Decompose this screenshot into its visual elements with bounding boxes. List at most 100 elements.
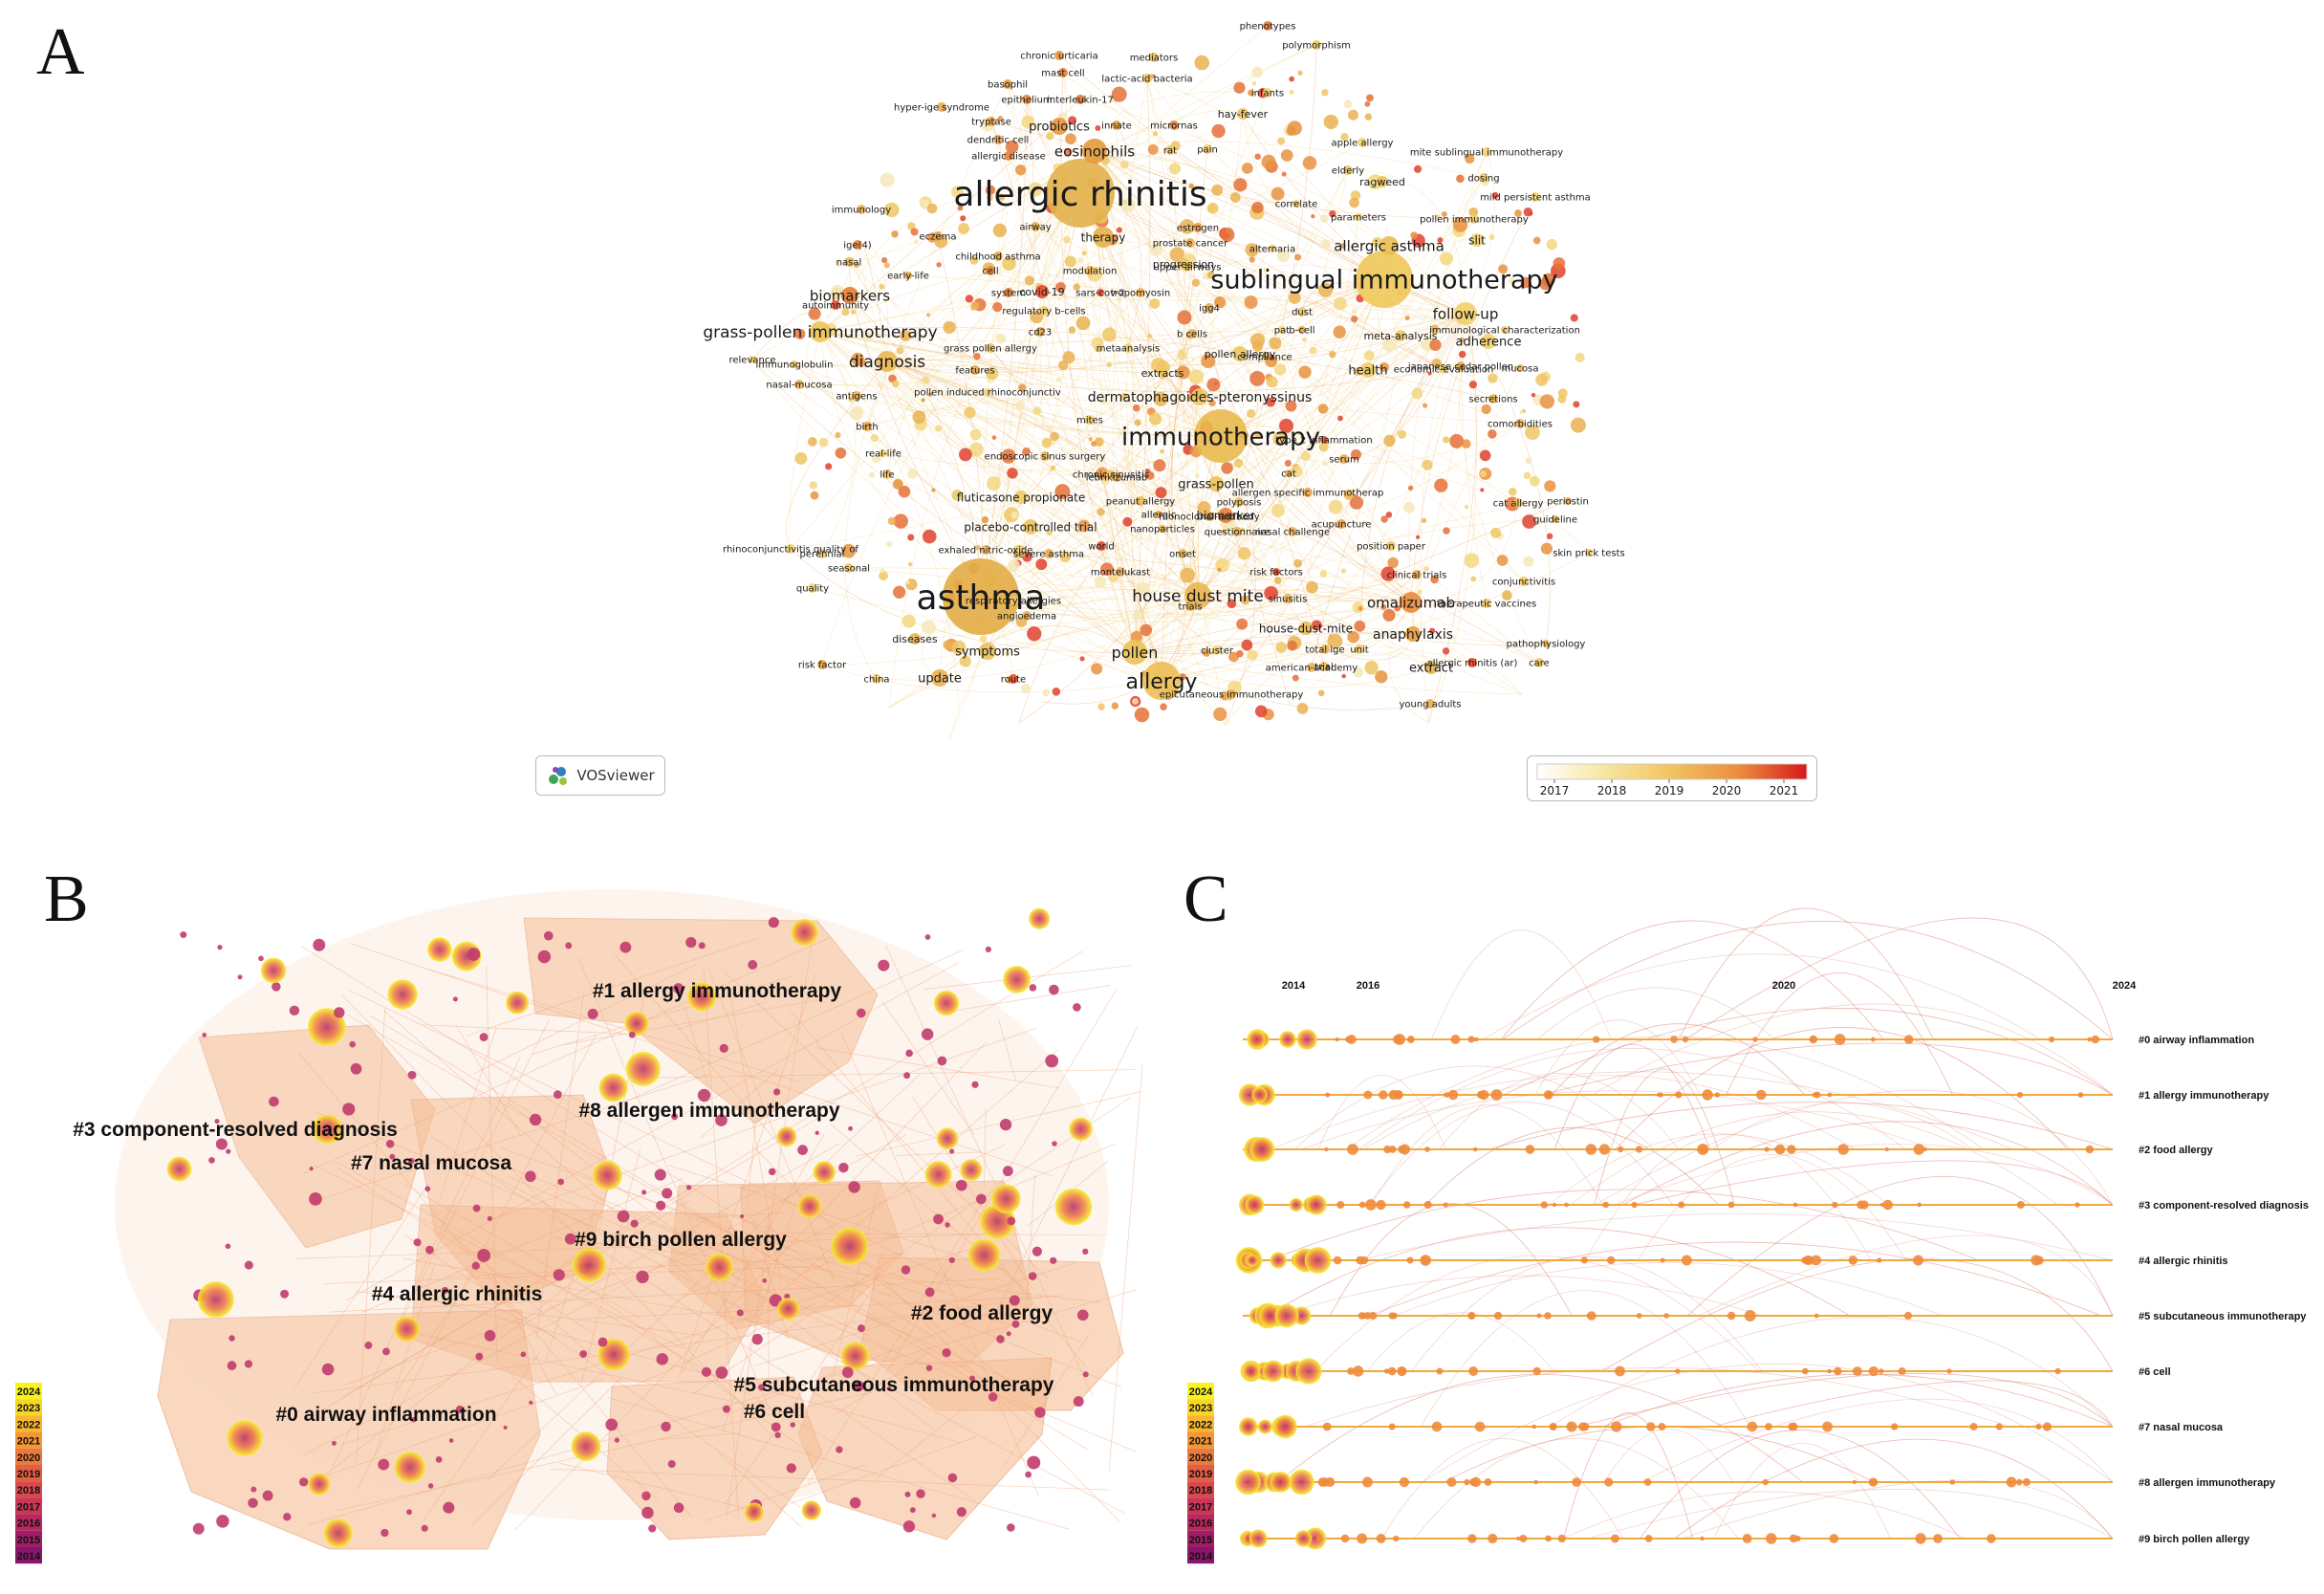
timeline-node xyxy=(1727,1311,1736,1321)
cluster-node xyxy=(931,1513,937,1518)
keyword-node xyxy=(1468,207,1479,217)
keyword-node xyxy=(794,380,804,389)
cluster-node xyxy=(673,983,684,994)
keyword-node xyxy=(1055,377,1062,382)
cluster-node xyxy=(166,1156,192,1182)
keyword-label: young adults xyxy=(1400,700,1462,710)
keyword-node xyxy=(1077,519,1091,533)
keyword-label: comorbidities xyxy=(1488,420,1553,430)
keyword-node xyxy=(1217,567,1222,572)
keyword-node xyxy=(1194,472,1200,479)
cluster-node xyxy=(378,1458,390,1471)
keyword-node xyxy=(1328,499,1343,514)
timeline-node xyxy=(1580,1256,1588,1264)
year-legend-label: 2017 xyxy=(17,1501,40,1513)
keyword-node xyxy=(1470,576,1477,582)
keyword-node xyxy=(1377,176,1388,187)
cluster-node xyxy=(475,1352,484,1361)
keyword-node xyxy=(1281,171,1287,177)
keyword-label: house-dust-mite xyxy=(1259,622,1353,635)
keyword-label: total ige xyxy=(1305,645,1344,656)
keyword-node xyxy=(1179,219,1195,234)
cluster-node xyxy=(225,1243,231,1250)
cluster-node xyxy=(748,960,758,970)
keyword-node xyxy=(987,117,996,126)
year-legend-label: 2014 xyxy=(1189,1551,1213,1562)
cluster-node xyxy=(856,1008,866,1018)
keyword-label: allergic asthma xyxy=(1334,237,1444,254)
keyword-node xyxy=(1247,649,1258,661)
keyword-node xyxy=(880,449,887,457)
timeline-node xyxy=(1472,1146,1478,1152)
keyword-node xyxy=(1004,650,1010,657)
keyword-node xyxy=(1122,516,1133,527)
cluster-node xyxy=(394,1452,425,1483)
cluster-node xyxy=(667,1460,676,1469)
keyword-node xyxy=(1227,689,1236,699)
keyword-node xyxy=(1355,644,1364,654)
keyword-node xyxy=(1387,557,1399,569)
cluster-node xyxy=(848,1125,853,1131)
keyword-node xyxy=(986,343,995,353)
keyword-node xyxy=(1022,95,1032,104)
keyword-node xyxy=(849,405,864,421)
cluster-node xyxy=(598,1073,628,1103)
keyword-node xyxy=(1523,471,1531,480)
keyword-node xyxy=(1229,192,1241,203)
timeline-cluster-label: #5 subcutaneous immunotherapy xyxy=(2139,1311,2307,1322)
keyword-label: antigens xyxy=(836,392,877,403)
keyword-node xyxy=(935,425,943,432)
keyword-node xyxy=(1136,288,1145,297)
keyword-node xyxy=(1479,449,1491,462)
cooccurrence-links xyxy=(751,25,1590,740)
keyword-node xyxy=(933,231,943,241)
timeline-node xyxy=(1262,1360,1285,1383)
timeline-cluster-label: #3 component-resolved diagnosis xyxy=(2139,1200,2309,1212)
keyword-label: polyposis xyxy=(1217,498,1262,509)
timeline-cluster-label: #7 nasal mucosa xyxy=(2139,1422,2224,1433)
keyword-node xyxy=(960,215,967,222)
keyword-node xyxy=(1005,140,1019,154)
keyword-label: hay-fever xyxy=(1218,108,1269,120)
keyword-node xyxy=(1407,485,1414,491)
keyword-node xyxy=(1153,391,1168,406)
cluster-node xyxy=(831,1228,869,1265)
keyword-node xyxy=(870,434,879,443)
keyword-label: monoclonal-antibody xyxy=(1159,513,1260,523)
cluster-node xyxy=(685,936,697,949)
keyword-label: system xyxy=(991,289,1026,299)
keyword-label: care xyxy=(1529,659,1550,669)
keyword-node xyxy=(1050,465,1056,471)
cluster-node xyxy=(996,1335,1005,1343)
keyword-node xyxy=(969,255,979,265)
timeline-node xyxy=(1295,1358,1322,1385)
timeline-node xyxy=(1744,1310,1756,1321)
keyword-label: mediators xyxy=(1130,54,1179,64)
timeline-node xyxy=(1891,1423,1899,1430)
keyword-label: fluticasone propionate xyxy=(957,491,1086,504)
keyword-node xyxy=(808,583,817,593)
cluster-node xyxy=(776,1126,797,1147)
keyword-node xyxy=(1320,436,1328,444)
keyword-node xyxy=(1395,330,1406,341)
timeline-node xyxy=(1488,1533,1498,1544)
keyword-label: apple allergy xyxy=(1332,139,1394,149)
cluster-node xyxy=(1009,1295,1020,1306)
keyword-node xyxy=(1177,349,1187,360)
timeline-node xyxy=(1801,1256,1809,1264)
keyword-node xyxy=(1152,131,1158,137)
timeline-node xyxy=(1611,1421,1622,1432)
keyword-label: trials xyxy=(1179,602,1203,613)
cluster-node xyxy=(925,1365,933,1371)
keyword-label: asthma xyxy=(917,579,1046,618)
cluster-node xyxy=(801,1500,821,1520)
cluster-node xyxy=(836,1446,843,1453)
keyword-node xyxy=(1147,334,1153,339)
timeline-cluster-label: #4 allergic rhinitis xyxy=(2139,1256,2228,1267)
keyword-label: eczema xyxy=(920,232,957,243)
timeline-node xyxy=(1789,1534,1798,1543)
keyword-node xyxy=(1264,586,1279,600)
timeline-node xyxy=(1394,1034,1406,1045)
keyword-node xyxy=(1085,415,1095,425)
cluster-node xyxy=(487,1215,492,1221)
